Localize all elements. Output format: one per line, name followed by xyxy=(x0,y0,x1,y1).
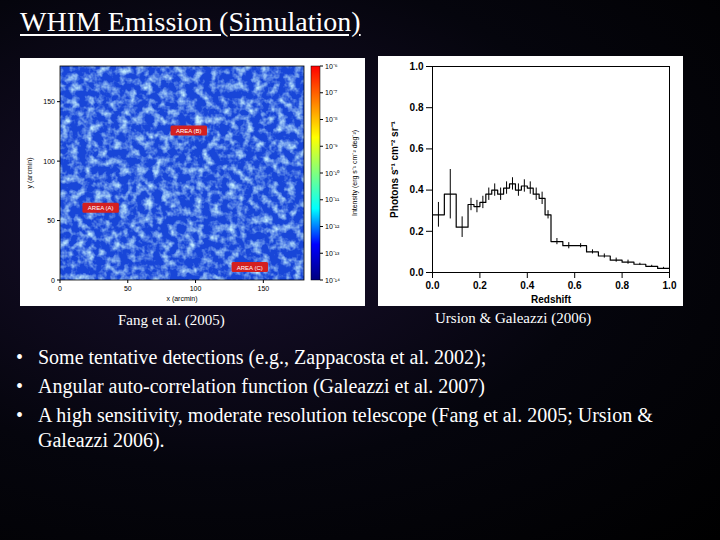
svg-text:0.6: 0.6 xyxy=(568,280,582,291)
svg-text:0.0: 0.0 xyxy=(426,280,440,291)
svg-text:AREA (A): AREA (A) xyxy=(88,205,114,211)
svg-text:10⁻¹²: 10⁻¹² xyxy=(325,223,340,230)
svg-text:10⁻¹¹: 10⁻¹¹ xyxy=(325,196,340,203)
svg-text:10⁻⁷: 10⁻⁷ xyxy=(325,89,338,96)
svg-text:0.8: 0.8 xyxy=(410,102,424,113)
svg-text:0: 0 xyxy=(58,285,62,292)
html-text:Some tentative detections (e.g: Some tentative detections (e.g., Zappaco… xyxy=(38,346,487,368)
svg-text:x (arcmin): x (arcmin) xyxy=(166,295,197,303)
svg-text:0.6: 0.6 xyxy=(410,143,424,154)
svg-text:0.2: 0.2 xyxy=(473,280,487,291)
svg-text:100: 100 xyxy=(190,285,202,292)
svg-text:0.2: 0.2 xyxy=(410,226,424,237)
svg-text:10⁻⁹: 10⁻⁹ xyxy=(325,143,338,150)
svg-text:0.4: 0.4 xyxy=(410,184,424,195)
svg-text:50: 50 xyxy=(47,217,55,224)
svg-text:10⁻¹³: 10⁻¹³ xyxy=(325,250,340,257)
html-text:WHIM Emission (Simulation): WHIM Emission (Simulation) xyxy=(20,6,361,37)
svg-text:100: 100 xyxy=(43,158,55,165)
svg-text:10⁻¹⁰: 10⁻¹⁰ xyxy=(325,170,340,177)
svg-text:0.8: 0.8 xyxy=(615,280,629,291)
svg-text:10⁻¹⁴: 10⁻¹⁴ xyxy=(325,277,340,284)
svg-text:0.4: 0.4 xyxy=(520,280,534,291)
svg-text:150: 150 xyxy=(257,285,269,292)
svg-text:y (arcmin): y (arcmin) xyxy=(26,157,34,188)
svg-text:1.0: 1.0 xyxy=(663,280,677,291)
html-text:Angular auto-correlation funct: Angular auto-correlation function (Galea… xyxy=(38,375,485,397)
svg-text:AREA (C): AREA (C) xyxy=(237,265,263,271)
svg-text:10⁻⁶: 10⁻⁶ xyxy=(325,63,338,70)
svg-text:1.0: 1.0 xyxy=(410,61,424,72)
svg-text:50: 50 xyxy=(124,285,132,292)
svg-text:AREA (B): AREA (B) xyxy=(176,128,202,134)
svg-text:150: 150 xyxy=(43,98,55,105)
svg-text:0.0: 0.0 xyxy=(410,267,424,278)
svg-text:Redshift: Redshift xyxy=(531,294,572,305)
svg-text:Photons s⁻¹ cm⁻² sr⁻¹: Photons s⁻¹ cm⁻² sr⁻¹ xyxy=(389,120,400,217)
html-text:Ursion & Galeazzi (2006): Ursion & Galeazzi (2006) xyxy=(435,310,592,326)
svg-text:0: 0 xyxy=(51,277,55,284)
svg-text:Intensity (erg s⁻¹ cm⁻² deg⁻²): Intensity (erg s⁻¹ cm⁻² deg⁻²) xyxy=(351,130,359,216)
svg-text:10⁻⁸: 10⁻⁸ xyxy=(325,116,338,123)
html-text:Fang et al. (2005): Fang et al. (2005) xyxy=(118,312,225,328)
html-text:A high sensitivity, moderate r: A high sensitivity, moderate resolution … xyxy=(38,404,653,451)
